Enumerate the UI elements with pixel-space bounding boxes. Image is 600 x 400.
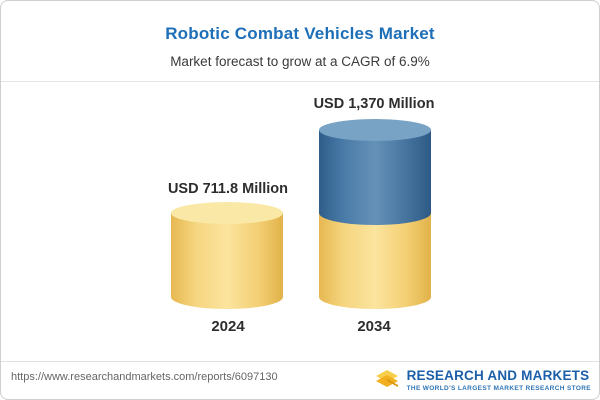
chart-subtitle: Market forecast to grow at a CAGR of 6.9…	[170, 54, 430, 69]
brand-logo: RESEARCH AND MARKETS THE WORLD'S LARGEST…	[373, 364, 591, 397]
bar-2024-cylinder-body	[171, 213, 283, 309]
brand-name: RESEARCH AND MARKETS	[406, 367, 590, 383]
brand-text-block: RESEARCH AND MARKETS THE WORLD'S LARGEST…	[406, 367, 591, 393]
bar-2034-growth-segment	[319, 130, 431, 225]
footer-divider	[1, 361, 599, 362]
brand-tagline: THE WORLD'S LARGEST MARKET RESEARCH STOR…	[406, 385, 591, 393]
bar-2024-value-label: USD 711.8 Million	[167, 181, 289, 197]
header-divider	[1, 81, 599, 82]
axis-label-2034: 2034	[357, 318, 391, 335]
bar-2024-cylinder-top	[171, 202, 283, 224]
bar-2034-cylinder-top	[319, 119, 431, 141]
axis-label-2024: 2024	[211, 318, 245, 335]
bar-2034-value-label: USD 1,370 Million	[313, 96, 435, 112]
report-url: https://www.researchandmarkets.com/repor…	[11, 371, 278, 383]
bar-2034-base-segment	[319, 213, 431, 309]
chart-title: Robotic Combat Vehicles Market	[165, 24, 435, 43]
brand-logo-icon	[373, 364, 401, 397]
